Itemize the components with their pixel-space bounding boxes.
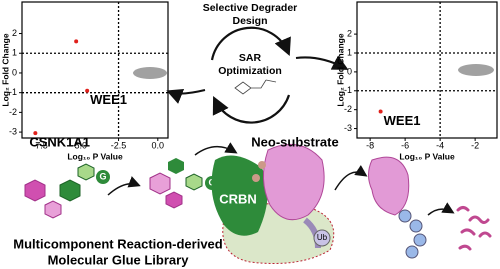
plot-frame [21, 1, 169, 139]
point-cloud [133, 67, 167, 79]
design-label: Selective Degrader [203, 2, 298, 14]
ub-chain [409, 219, 423, 233]
glue [252, 174, 260, 182]
point [33, 131, 38, 136]
plot-frames [21, 1, 498, 139]
hexagon [165, 191, 183, 209]
y-tick-label: -2 [344, 104, 352, 114]
crbn-label: CRBN [219, 191, 257, 206]
y-tick-label: 0 [12, 67, 17, 77]
arrow [194, 142, 238, 156]
arrow [107, 176, 141, 196]
y-tick-label: 0 [347, 66, 352, 76]
hexagon [24, 179, 46, 202]
hexagon [149, 172, 171, 195]
y-axis-label: Log₂ Fold Change [0, 33, 10, 106]
arrow [334, 165, 368, 191]
hexagon [44, 200, 62, 219]
arrow [166, 89, 206, 104]
x-tick-label: -4 [436, 140, 444, 150]
x-tick-label: -6 [401, 140, 409, 150]
ub-chain [398, 209, 412, 223]
hexagon [185, 173, 203, 191]
x-tick-label: -2 [471, 140, 479, 150]
point-label: WEE1 [384, 113, 421, 128]
x-axis-label: Log₁₀ P Value [399, 151, 455, 161]
design-label: Design [232, 15, 267, 27]
x-tick-label: -2.5 [111, 140, 127, 150]
y-tick-label: -1 [9, 87, 17, 97]
cycle-label: Optimization [218, 65, 282, 77]
library-label: Multicomponent Reaction-derived [13, 236, 223, 251]
plot-frame [356, 1, 498, 139]
cycle-arrow [210, 26, 291, 61]
point-label: WEE1 [90, 92, 127, 107]
y-tick-label: -1 [344, 85, 352, 95]
glue-diagram: G G Ub CRBN Neo-substrate Multicomponent… [13, 134, 492, 267]
ub-label: Ub [317, 233, 328, 242]
y-axis-label: Log₂ Fold Change [335, 33, 345, 106]
x-axis-label: Log₁₀ P Value [67, 151, 123, 161]
x-tick-label: -8 [366, 140, 374, 150]
y-tick-label: 1 [12, 48, 17, 58]
ubiquitin [313, 229, 331, 247]
sar-cycle: Selective Degrader Design SAR Optimizati… [166, 2, 349, 124]
x-tick-label: -7.5 [32, 140, 48, 150]
y-tick-label: -3 [9, 126, 17, 136]
arrow [427, 202, 455, 216]
library-label: Molecular Glue Library [48, 252, 190, 267]
ub-chain [405, 245, 419, 259]
neo-substrate-protein [263, 143, 325, 221]
y-tick-label: -2 [9, 107, 17, 117]
x-tick-label: -5.0 [72, 140, 88, 150]
x-tick-label: 0.0 [152, 140, 165, 150]
glue [258, 161, 266, 169]
cycle-label: SAR [239, 52, 262, 64]
point-cloud [458, 64, 494, 76]
molecule [234, 79, 277, 95]
arrow [295, 55, 349, 70]
point [85, 88, 90, 93]
y-tick-label: 2 [347, 28, 352, 38]
peptides [456, 206, 492, 251]
point [74, 39, 79, 44]
degraded-target [368, 156, 410, 216]
y-tick-label: 1 [347, 47, 352, 57]
g-block [96, 170, 110, 184]
hexagon [59, 179, 81, 202]
neo-substrate-label: Neo-substrate [251, 134, 338, 149]
g-label: G [99, 171, 106, 181]
y-tick-label: -3 [344, 123, 352, 133]
point [378, 109, 383, 114]
point-label: CSNK1A1 [29, 135, 90, 150]
cycle-arrow [212, 94, 291, 124]
hexagon [168, 158, 184, 174]
hexagon [77, 163, 95, 181]
y-tick-label: 2 [12, 28, 17, 38]
ub-chain [413, 233, 427, 247]
